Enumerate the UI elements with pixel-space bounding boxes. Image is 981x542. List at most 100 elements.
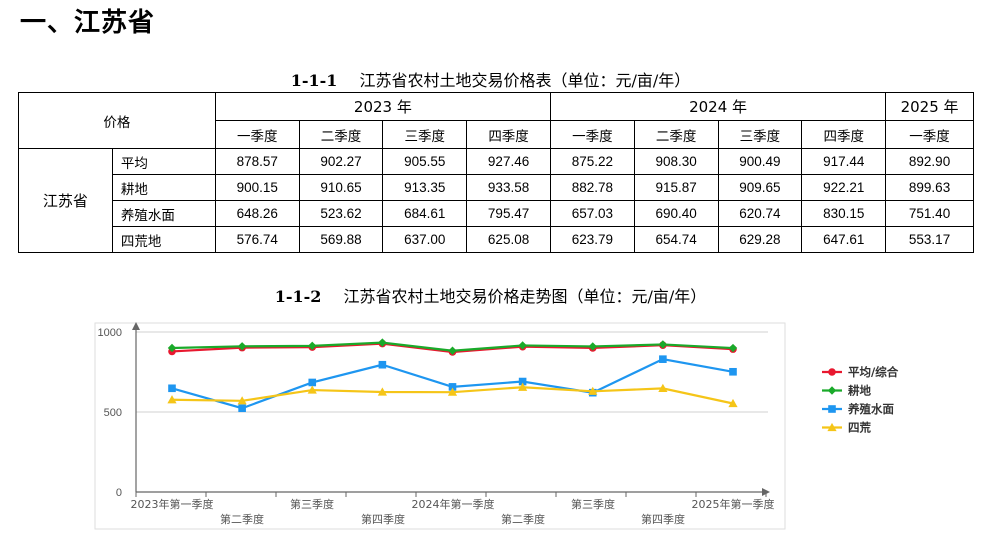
legend-marker (828, 405, 836, 413)
table-row-aquaculture: 养殖水面 648.26 523.62 684.61 795.47 657.03 … (19, 200, 974, 227)
chart-caption: 1-1-2 江苏省农村土地交易价格走势图（单位：元/亩/年） (0, 283, 981, 307)
data-point (377, 387, 387, 396)
value-cell: 647.61 (801, 226, 887, 253)
legend-label: 四荒 (848, 421, 871, 435)
data-point (167, 343, 177, 353)
data-point (518, 341, 527, 350)
table-row-wasteland: 四荒地 576.74 569.88 637.00 625.08 623.79 6… (19, 226, 974, 253)
value-cell: 637.00 (382, 226, 468, 253)
data-point (729, 367, 737, 376)
x-tick-label: 第三季度 (571, 497, 615, 511)
value-cell: 917.44 (801, 148, 887, 175)
value-cell: 882.78 (549, 174, 635, 201)
legend-marker (828, 368, 836, 376)
data-point (167, 395, 177, 404)
data-point (237, 396, 247, 405)
value-cell: 902.27 (298, 148, 384, 175)
x-tick-label: 第三季度 (290, 497, 334, 511)
y-axis-arrow (132, 322, 140, 330)
value-cell: 899.63 (885, 174, 974, 201)
value-cell: 523.62 (298, 200, 384, 227)
data-point (447, 387, 458, 396)
value-cell: 629.28 (717, 226, 803, 253)
table-caption: 1-1-1 江苏省农村土地交易价格表（单位：元/亩/年） (0, 67, 981, 91)
value-cell: 625.08 (466, 226, 551, 253)
quarter-header: 四季度 (466, 120, 551, 149)
value-cell: 933.58 (466, 174, 551, 201)
price-table: 价格 2023 年 2024 年 2025 年 一季度 二季度 三季度 四季度 … (18, 92, 974, 253)
value-cell: 922.21 (801, 174, 887, 201)
data-point (658, 340, 668, 349)
data-point (448, 346, 457, 355)
data-point (378, 338, 387, 347)
value-cell: 620.74 (717, 200, 803, 227)
value-cell: 576.74 (214, 226, 300, 253)
x-tick-label: 第二季度 (220, 512, 264, 526)
x-tick-label: 2025年第一季度 (692, 497, 775, 511)
data-point (237, 342, 247, 351)
value-cell: 908.30 (633, 148, 719, 175)
data-point (168, 384, 176, 393)
data-point (448, 383, 457, 391)
row-label: 耕地 (111, 174, 216, 201)
y-tick-label: 0 (116, 487, 122, 499)
data-point (308, 341, 317, 351)
chart-caption-title: 江苏省农村土地交易价格走势图（单位：元/亩/年） (343, 287, 707, 306)
table-number: 1-1-1 (290, 71, 338, 90)
value-cell: 648.26 (214, 200, 300, 227)
data-point (728, 343, 738, 353)
quarter-header: 三季度 (382, 120, 468, 149)
y-tick-label: 1000 (98, 327, 122, 339)
quarter-header: 四季度 (801, 120, 887, 149)
data-point (238, 404, 246, 413)
legend-label: 养殖水面 (847, 402, 894, 416)
value-cell: 654.74 (633, 226, 719, 253)
row-label: 养殖水面 (111, 200, 216, 227)
value-cell: 657.03 (549, 200, 635, 227)
x-tick-label: 2023年第一季度 (131, 497, 214, 511)
value-cell: 900.49 (717, 148, 803, 175)
value-cell: 927.46 (466, 148, 551, 175)
chart-number: 1-1-2 (274, 287, 322, 306)
data-point (588, 342, 597, 351)
table-title: 江苏省农村土地交易价格表（单位：元/亩/年） (359, 71, 691, 90)
value-cell: 690.40 (633, 200, 719, 227)
corner-header: 价格 (18, 92, 216, 149)
x-tick-label: 2024年第一季度 (412, 497, 495, 511)
quarter-header: 一季度 (885, 120, 974, 149)
data-point (308, 378, 317, 387)
quarter-header: 二季度 (298, 120, 384, 149)
value-cell: 875.22 (549, 148, 635, 175)
row-label: 平均 (111, 148, 216, 175)
quarter-header-row: 一季度 二季度 三季度 四季度 一季度 二季度 三季度 四季度 一季度 (19, 120, 974, 149)
year-header-2023: 2023 年 (214, 92, 551, 121)
province-cell: 江苏省 (18, 148, 113, 253)
value-cell: 913.35 (382, 174, 468, 201)
value-cell: 915.87 (633, 174, 719, 201)
value-cell: 900.15 (214, 174, 300, 201)
x-tick-label: 第四季度 (641, 512, 685, 526)
year-header-2024: 2024 年 (549, 92, 887, 121)
quarter-header: 一季度 (549, 120, 635, 149)
year-header-2025: 2025 年 (885, 92, 974, 121)
year-header-row: 价格 2023 年 2024 年 2025 年 (18, 92, 974, 149)
quarter-header: 三季度 (717, 120, 803, 149)
row-label: 四荒地 (111, 226, 216, 253)
value-cell: 553.17 (885, 226, 974, 253)
value-cell: 795.47 (466, 200, 551, 227)
quarter-header: 一季度 (214, 120, 300, 149)
value-cell: 830.15 (801, 200, 887, 227)
section-heading: 一、江苏省 (20, 8, 156, 38)
quarter-header: 二季度 (633, 120, 719, 149)
legend-label: 耕地 (847, 384, 871, 398)
x-tick-label: 第四季度 (361, 512, 405, 526)
legend-label: 平均/综合 (848, 365, 899, 379)
chart-frame (94, 322, 786, 530)
x-tick-label: 第二季度 (501, 512, 545, 526)
value-cell: 623.79 (549, 226, 635, 253)
data-point (659, 355, 667, 363)
legend-marker (827, 422, 837, 432)
value-cell: 909.65 (717, 174, 803, 201)
value-cell: 878.57 (214, 148, 300, 175)
